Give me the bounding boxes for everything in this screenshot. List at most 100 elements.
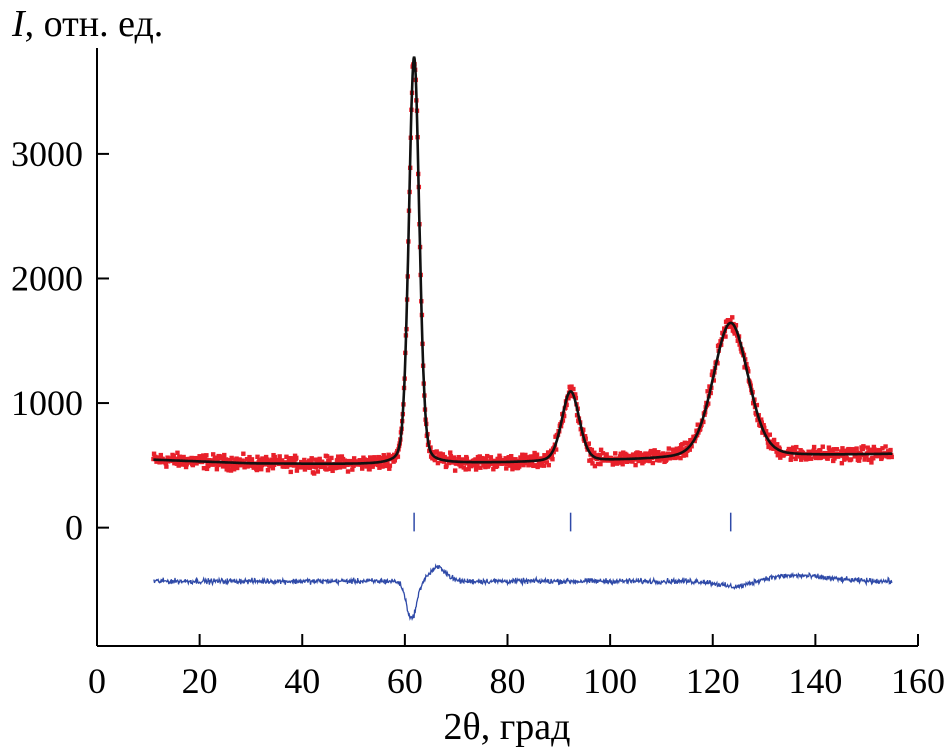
observed-point [163,461,168,466]
observed-point [808,456,814,461]
observed-point [310,464,315,469]
observed-point [573,395,579,401]
observed-point [483,464,488,470]
observed-point [318,464,324,470]
observed-point [569,384,574,389]
observed-point [276,457,281,463]
observed-point [175,450,180,455]
observed-point [604,452,609,457]
observed-point [228,468,234,473]
observed-point [392,458,398,463]
observed-point [339,454,345,459]
observed-point [628,454,633,460]
observed-point [862,457,867,462]
observed-point [546,462,551,468]
observed-point [872,447,877,452]
observed-point [723,334,728,339]
observed-point [568,387,573,393]
observed-point [889,454,894,460]
observed-point [260,456,265,461]
observed-point [652,448,657,453]
observed-point [787,447,792,453]
observed-point [573,392,578,397]
observed-point [177,454,183,459]
observed-point [529,460,535,465]
observed-point [270,457,275,462]
observed-point [229,455,234,461]
observed-point [222,452,227,458]
observed-point [861,444,866,449]
observed-point [826,445,832,450]
observed-point [265,457,270,462]
observed-point [839,460,845,466]
observed-point [566,396,571,401]
observed-point [383,463,389,469]
observed-point [850,447,856,452]
observed-point [442,454,447,460]
observed-point [349,459,354,465]
observed-point [165,455,170,460]
observed-point [158,459,163,465]
observed-point [829,453,834,459]
observed-point [550,457,555,462]
observed-point [774,442,780,447]
observed-point [695,422,700,427]
observed-point [317,456,322,462]
observed-point [705,389,710,394]
observed-point [284,454,289,459]
observed-point [854,446,859,451]
observed-point [302,457,307,463]
observed-point [181,454,186,460]
observed-point [375,462,381,468]
observed-point [589,447,595,453]
observed-point [648,448,654,454]
observed-point [334,465,339,470]
observed-point [183,464,189,470]
observed-point [730,315,735,320]
observed-point [378,461,383,466]
observed-point [598,461,603,467]
x-tick-label: 80 [490,661,526,701]
observed-point [522,460,527,466]
observed-point [864,453,869,459]
observed-point [434,449,439,454]
observed-point [754,402,760,408]
observed-point [494,463,500,469]
observed-point [677,449,682,454]
observed-point [754,412,759,417]
observed-point [247,454,252,460]
observed-point [847,450,852,455]
calculated-line [153,56,893,465]
observed-point [475,464,480,469]
observed-point [255,454,260,460]
observed-point [385,456,391,461]
observed-point [516,464,522,469]
observed-point [473,457,478,462]
observed-point [350,467,355,472]
observed-point [448,450,453,455]
observed-point [386,452,391,458]
observed-point [265,468,271,473]
observed-point [210,452,216,457]
observed-point [659,456,664,462]
observed-point [701,419,706,425]
observed-point [463,467,468,472]
observed-point [358,458,363,464]
observed-point [871,456,876,461]
observed-point [367,467,372,472]
observed-point [842,448,848,453]
observed-point [367,455,373,460]
y-tick-label: 1000 [11,383,83,423]
observed-point [771,437,777,443]
observed-point [488,455,494,460]
observed-point [638,457,644,462]
observed-point [689,444,694,449]
observed-point [632,453,638,459]
series-layer [151,56,894,621]
observed-point [733,322,739,328]
observed-point [661,451,666,456]
observed-point [500,461,505,466]
observed-point [315,469,321,474]
observed-point [880,446,885,451]
